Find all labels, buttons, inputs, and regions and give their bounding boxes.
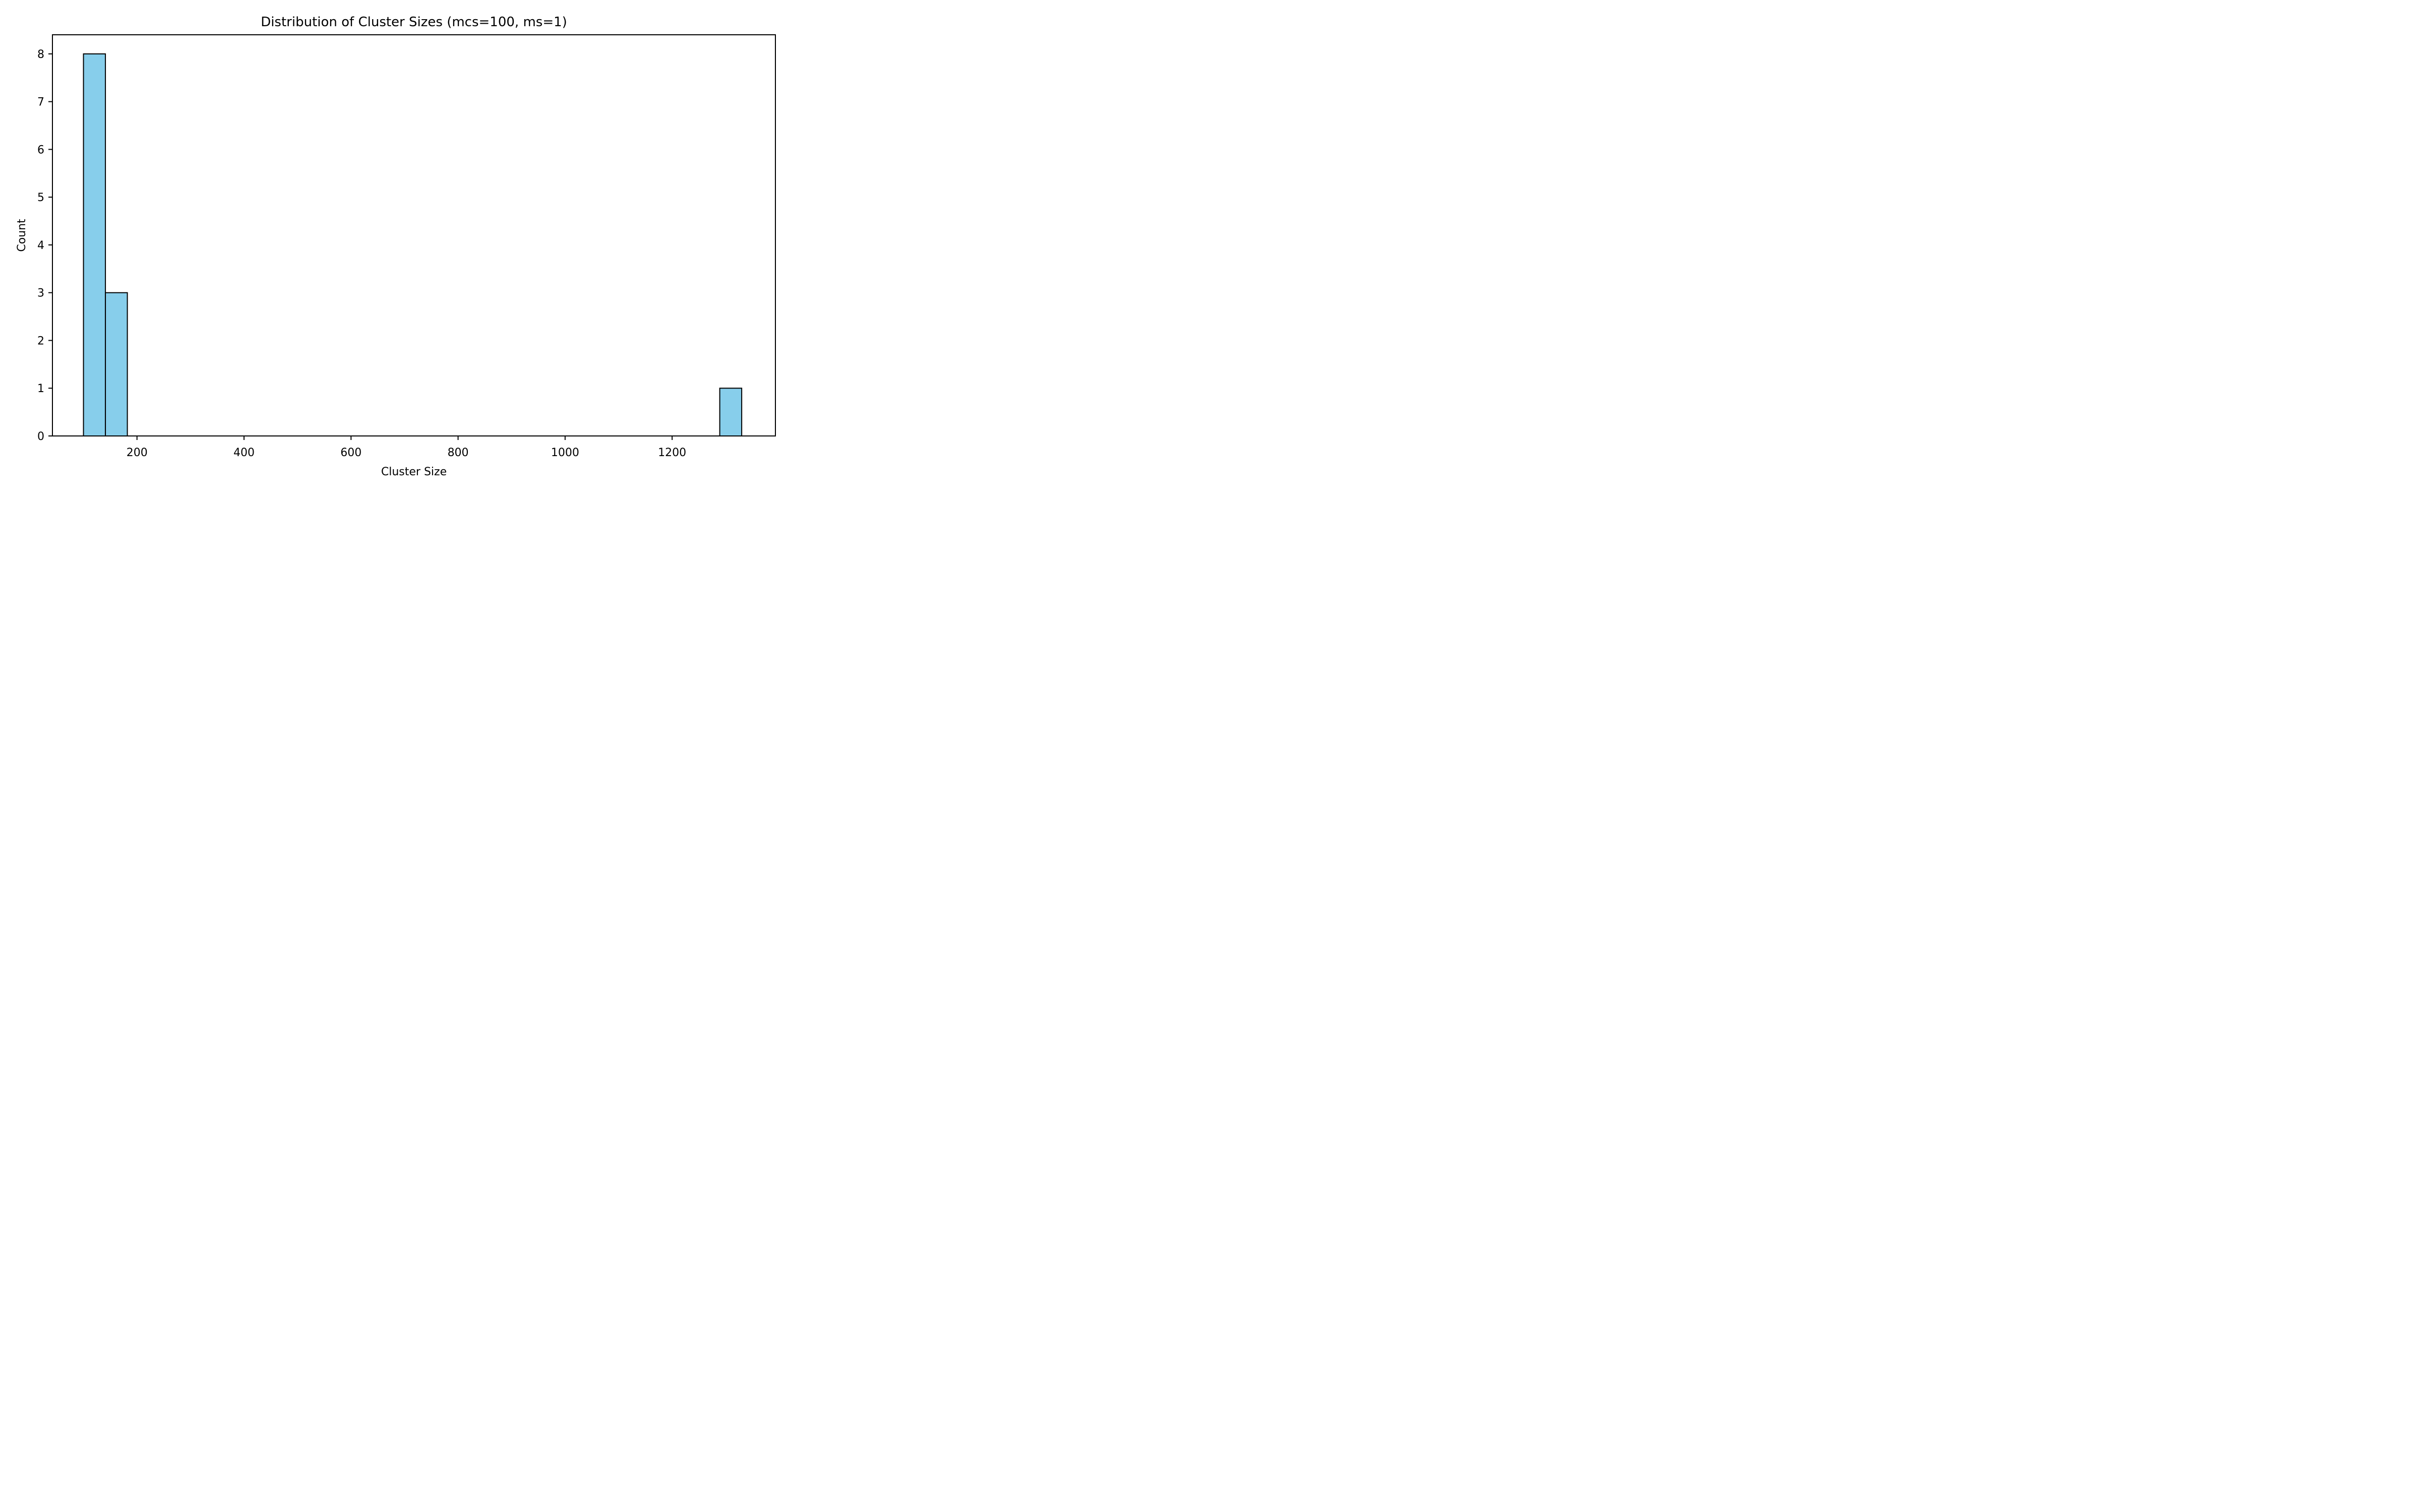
y-tick-label: 2 [37,335,44,347]
y-tick-label: 6 [37,144,44,156]
y-tick-label: 0 [37,430,44,443]
y-tick-label: 7 [37,96,44,109]
x-axis-ticks: 200 400 600 800 1000 1200 [127,436,686,459]
y-tick-label: 3 [37,287,44,300]
x-tick-label: 200 [127,447,148,459]
histogram-bar [719,388,743,436]
y-tick-label: 8 [37,48,44,61]
y-axis-ticks: 0 1 2 3 4 5 6 7 8 [37,48,52,443]
chart-title: Distribution of Cluster Sizes (mcs=100, … [261,15,567,30]
figure-background [0,0,791,494]
x-tick-label: 400 [233,447,255,459]
x-tick-label: 1000 [551,447,579,459]
histogram-bar [105,292,128,436]
y-tick-label: 5 [37,192,44,204]
bars-group [83,53,743,436]
y-tick-label: 4 [37,239,44,252]
y-tick-label: 1 [37,383,44,395]
x-tick-label: 800 [448,447,469,459]
x-axis-label: Cluster Size [381,466,447,478]
plot-frame [52,34,776,436]
x-tick-label: 600 [340,447,361,459]
histogram-chart: Distribution of Cluster Sizes (mcs=100, … [0,0,791,494]
y-axis-label: Count [16,219,28,252]
x-tick-label: 1200 [658,447,686,459]
histogram-bar [83,53,106,436]
